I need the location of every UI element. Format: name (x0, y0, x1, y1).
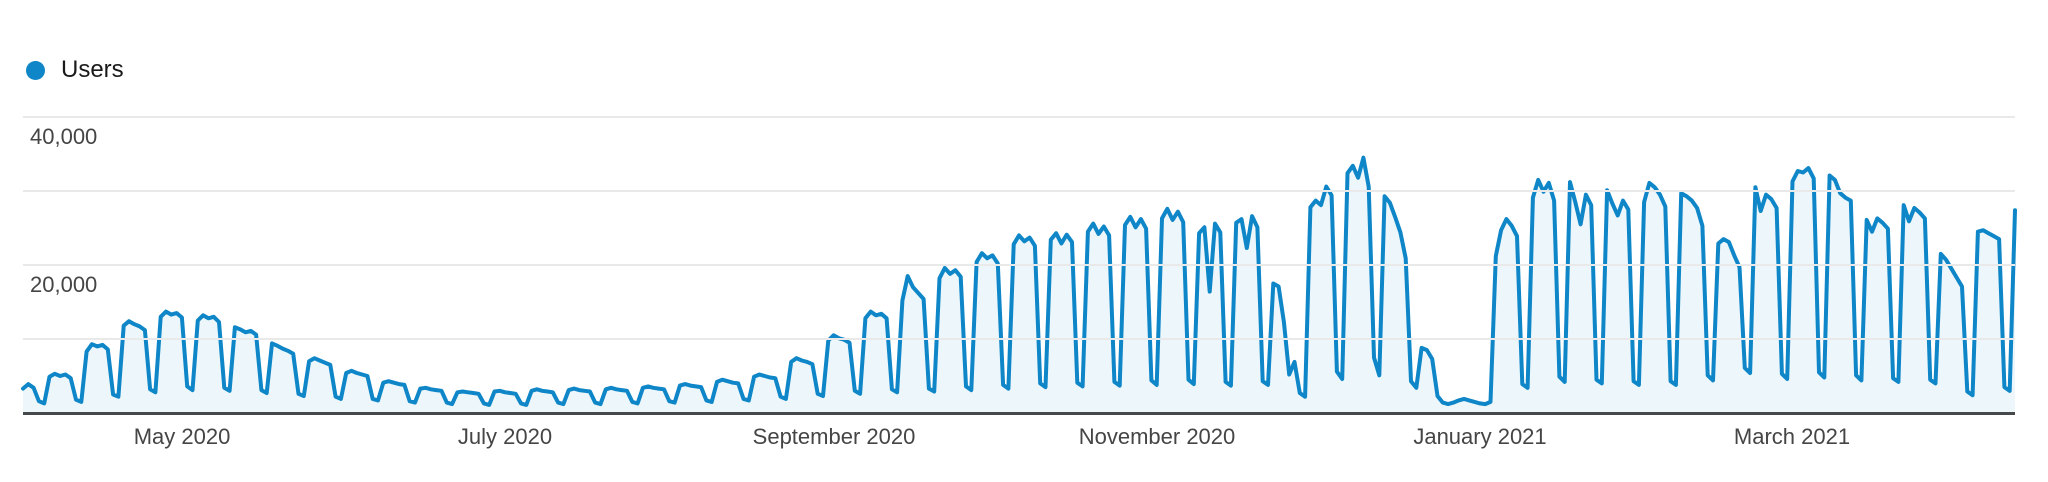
y-gridline (23, 264, 2015, 266)
users-line-series (21, 155, 2017, 407)
x-axis-label: July 2020 (457, 424, 553, 449)
legend[interactable]: Users (26, 55, 124, 85)
y-gridline (23, 190, 2015, 192)
x-axis-label: January 2021 (1413, 424, 1547, 449)
x-axis-label: May 2020 (133, 424, 231, 449)
users-area-fill (23, 157, 2015, 413)
y-gridline (23, 338, 2015, 340)
y-axis-label: 20,000 (30, 272, 98, 297)
x-axis-label: March 2021 (1733, 424, 1851, 449)
y-gridline (23, 116, 2015, 118)
x-axis-label: September 2020 (752, 424, 916, 449)
x-axis-line (23, 412, 2015, 415)
y-axis-label: 40,000 (30, 124, 98, 149)
x-axis-label: November 2020 (1078, 424, 1236, 449)
legend-dot-icon (26, 60, 45, 80)
legend-series-label: Users (61, 56, 124, 83)
